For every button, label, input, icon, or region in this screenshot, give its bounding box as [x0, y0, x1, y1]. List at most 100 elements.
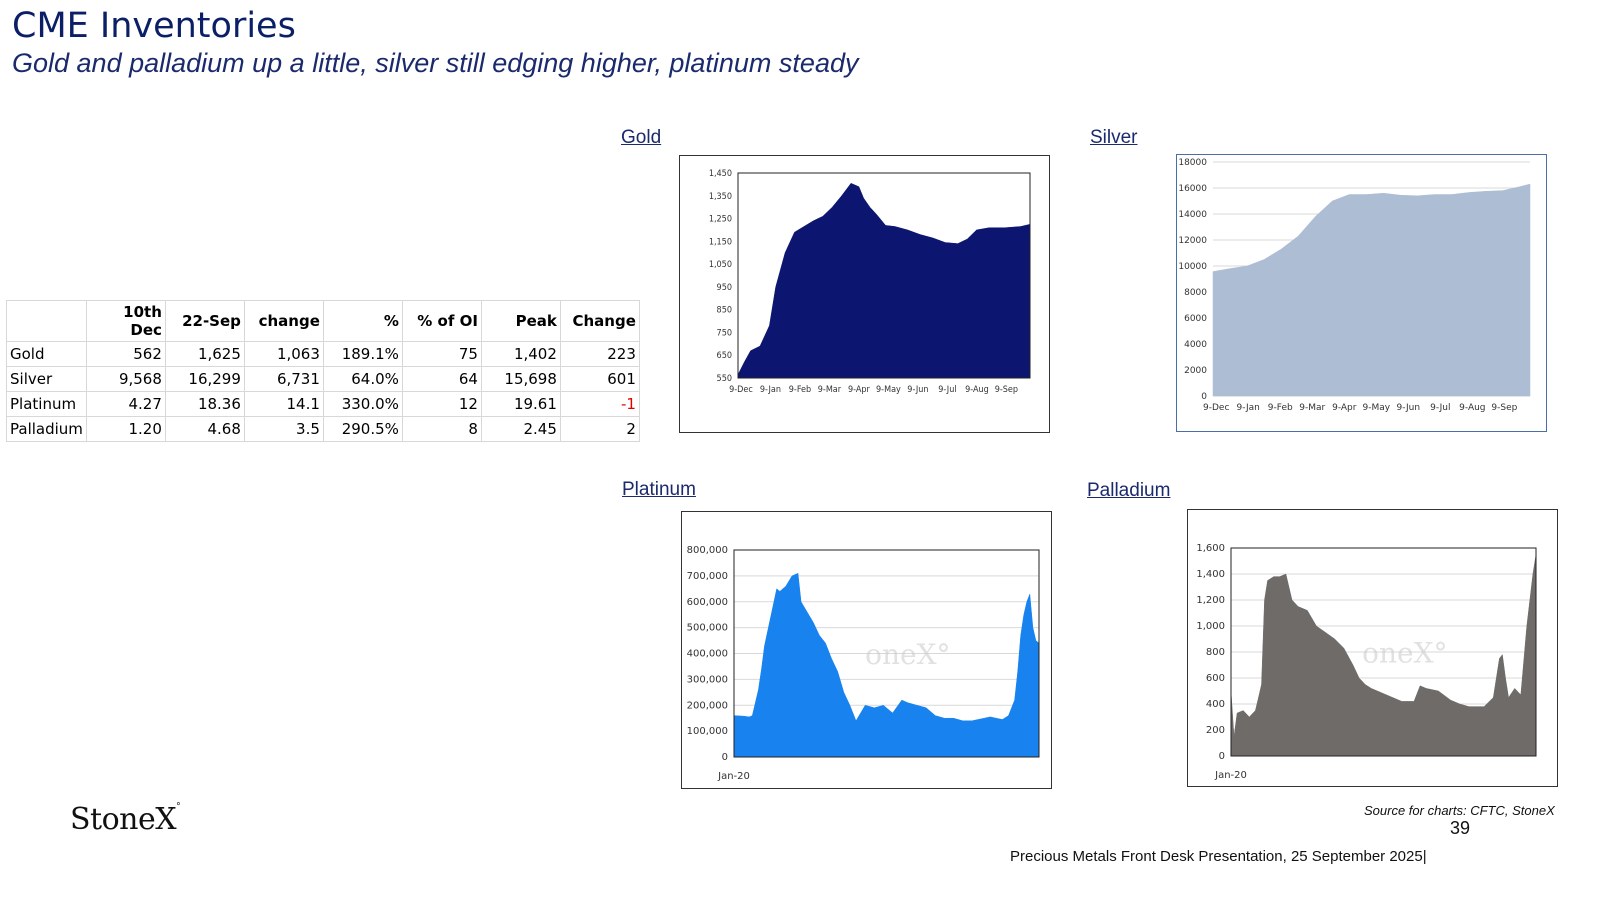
silver-x-tick-label: 9-Jan — [1237, 403, 1260, 413]
logo-mark: ° — [176, 802, 181, 812]
silver-x-tick-label: 9-Dec — [1203, 403, 1229, 413]
silver-y-tick-label: 0 — [1201, 392, 1207, 402]
palladium-chart: oneX° 0 200 400 600 800 1,000 1,200 1,400 1,600 Ja… — [1187, 509, 1558, 787]
palladium-y-tick-label: 400 — [1206, 699, 1225, 710]
value-cell: 14.1 — [243, 391, 324, 417]
value-cell: 6,731 — [243, 366, 324, 392]
value-cell: 18.36 — [164, 391, 245, 417]
gold-series-area — [737, 182, 1031, 379]
value-cell: 12 — [401, 391, 482, 417]
value-cell: 3.5 — [243, 416, 324, 442]
silver-x-tick-label: 9-Jul — [1430, 403, 1450, 413]
page-title: CME Inventories — [12, 6, 296, 46]
column-header — [6, 300, 87, 342]
value-cell: 16,299 — [164, 366, 245, 392]
platinum-y-tick-label: 0 — [722, 752, 728, 763]
gold-x-tick-label: 9-Feb — [789, 385, 811, 395]
silver-y-tick-label: 16000 — [1178, 184, 1207, 194]
palladium-y-tick-label: 200 — [1206, 725, 1225, 736]
gold-plot-frame — [737, 172, 1031, 379]
table-row: Silver 9,568 16,299 6,731 64.0% 64 15,698 601 — [6, 366, 640, 392]
table-row: Gold 562 1,625 1,063 189.1% 75 1,402 223 — [6, 341, 640, 367]
metal-name-cell: Gold — [6, 341, 87, 367]
gold-x-tick-label: 9-Jul — [938, 385, 956, 395]
silver-chart-label[interactable]: Silver — [1090, 127, 1138, 148]
gold-y-tick-label: 850 — [717, 306, 732, 316]
gold-x-tick-label: 9-May — [876, 385, 901, 395]
palladium-series-area — [1230, 554, 1537, 757]
inventory-table: 10th Dec 22-Sep change%% of OI Peak Change G… — [6, 300, 640, 442]
silver-y-tick-label: 18000 — [1178, 158, 1207, 168]
palladium-y-tick-label: 1,200 — [1196, 595, 1225, 606]
silver-x-tick-label: 9-May — [1363, 403, 1391, 413]
gold-y-tick-label: 1,350 — [709, 192, 732, 202]
platinum-y-tick-label: 500,000 — [687, 623, 728, 634]
value-cell: 4.68 — [164, 416, 245, 442]
silver-y-tick-label: 2000 — [1184, 366, 1207, 376]
silver-y-tick-label: 4000 — [1184, 340, 1207, 350]
value-cell: 8 — [401, 416, 482, 442]
value-cell: 64.0% — [322, 366, 403, 392]
column-header: 22-Sep — [164, 300, 245, 342]
page-number: 39 — [1450, 818, 1471, 838]
value-cell: -1 — [559, 391, 640, 417]
gold-y-tick-label: 1,150 — [709, 237, 732, 247]
platinum-y-tick-label: 400,000 — [687, 649, 728, 660]
chart-source-note: Source for charts: CFTC, StoneX — [1364, 803, 1555, 818]
platinum-y-tick-label: 200,000 — [687, 700, 728, 711]
platinum-y-tick-label: 100,000 — [687, 726, 728, 737]
column-header: % of OI — [401, 300, 482, 342]
table-row: Palladium 1.20 4.68 3.5 290.5% 8 2.45 2 — [6, 416, 640, 442]
gold-y-tick-label: 1,250 — [709, 215, 732, 225]
platinum-chart-label[interactable]: Platinum — [622, 479, 696, 500]
metal-name-cell: Platinum — [6, 391, 87, 417]
silver-series-area — [1212, 183, 1531, 397]
gold-x-tick-label: 9-Jan — [760, 385, 781, 395]
value-cell: 1,063 — [243, 341, 324, 367]
palladium-chart-label[interactable]: Palladium — [1087, 480, 1171, 501]
platinum-chart-svg: oneX° 0 100,000 200,000 300,000 400,000 500,00… — [687, 545, 1040, 782]
value-cell: 75 — [401, 341, 482, 367]
gold-chart-label[interactable]: Gold — [621, 127, 662, 148]
platinum-plot-frame — [733, 549, 1040, 758]
table-body: Gold 562 1,625 1,063 189.1% 75 1,402 223 Silver 9… — [6, 341, 640, 442]
value-cell: 1,625 — [164, 341, 245, 367]
palladium-y-tick-label: 1,400 — [1196, 569, 1225, 580]
value-cell: 330.0% — [322, 391, 403, 417]
column-header: Peak — [480, 300, 561, 342]
palladium-y-tick-label: 600 — [1206, 673, 1225, 684]
gold-x-tick-label: 9-Mar — [818, 385, 842, 395]
value-cell: 189.1% — [322, 341, 403, 367]
platinum-chart: oneX° 0 100,000 200,000 300,000 400,000 500,00… — [681, 511, 1052, 789]
palladium-watermark: oneX° — [1362, 636, 1447, 669]
metal-name-cell: Silver — [6, 366, 87, 392]
metal-name-cell: Palladium — [6, 416, 87, 442]
silver-x-tick-label: 9-Apr — [1332, 403, 1357, 413]
silver-x-tick-label: 9-Jun — [1397, 403, 1421, 413]
silver-y-tick-label: 14000 — [1178, 210, 1207, 220]
platinum-y-tick-label: 800,000 — [687, 545, 728, 556]
silver-y-tick-label: 8000 — [1184, 288, 1207, 298]
silver-y-tick-label: 12000 — [1178, 236, 1207, 246]
silver-x-tick-label: 9-Sep — [1491, 403, 1517, 413]
column-header: % — [322, 300, 403, 342]
gold-y-tick-label: 1,450 — [709, 169, 732, 179]
value-cell: 2 — [559, 416, 640, 442]
gold-y-tick-label: 550 — [717, 374, 732, 384]
palladium-y-tick-label: 0 — [1219, 751, 1225, 762]
palladium-chart-svg: oneX° 0 200 400 600 800 1,000 1,200 1,400 1,600 Ja… — [1196, 543, 1537, 781]
table-header-row: 10th Dec 22-Sep change%% of OI Peak Change — [6, 300, 640, 342]
silver-y-tick-label: 6000 — [1184, 314, 1207, 324]
gold-y-tick-label: 1,050 — [709, 260, 732, 270]
silver-chart-svg: 0 2000 4000 6000 8000 10000 12000 14000 16000 180… — [1178, 158, 1531, 413]
silver-chart: 0 2000 4000 6000 8000 10000 12000 14000 16000 180… — [1176, 154, 1547, 432]
presentation-footer: Precious Metals Front Desk Presentation,… — [1010, 848, 1427, 865]
value-cell: 562 — [85, 341, 166, 367]
silver-x-tick-label: 9-Mar — [1299, 403, 1325, 413]
gold-chart-svg: 550 650 750 850 950 1,050 1,150 1,250 1,350 1,450… — [709, 169, 1031, 395]
silver-x-tick-label: 9-Feb — [1268, 403, 1293, 413]
column-header: change — [243, 300, 324, 342]
column-header: Change — [559, 300, 640, 342]
palladium-x-tick-label: Jan-20 — [1214, 770, 1247, 781]
value-cell: 601 — [559, 366, 640, 392]
